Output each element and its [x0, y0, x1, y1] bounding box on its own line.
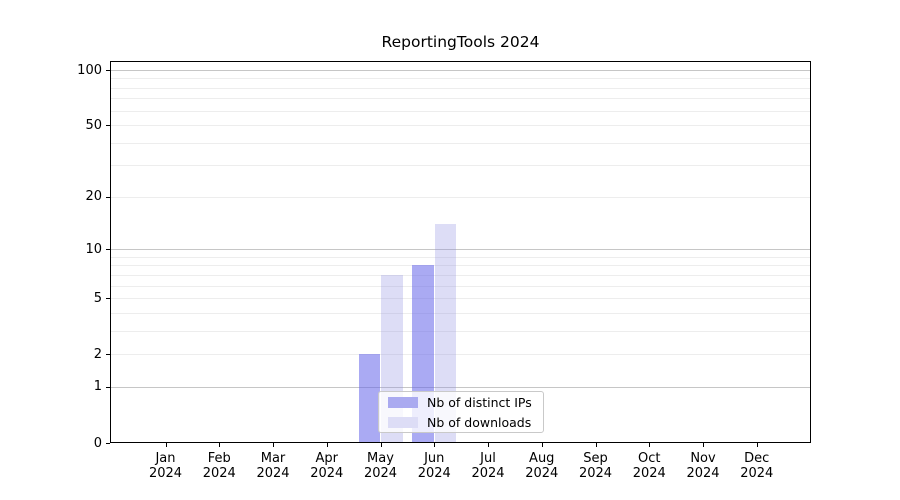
x-tick-month: Nov	[690, 451, 716, 466]
x-tick-label: Jun 2024	[407, 451, 461, 481]
y-axis-tick	[106, 386, 110, 388]
gridline-major	[111, 249, 810, 251]
legend-label-downloads: Nb of downloads	[427, 414, 532, 430]
x-tick-label: Feb 2024	[192, 451, 246, 481]
x-tick-year: 2024	[632, 466, 666, 481]
gridline-minor	[111, 110, 810, 112]
y-tick-label: 2	[93, 346, 102, 362]
y-axis-tick	[106, 443, 110, 444]
x-tick-year: 2024	[740, 466, 774, 481]
x-tick-month: Apr	[315, 451, 339, 466]
y-axis-tick	[106, 70, 110, 71]
chart-legend: Nb of distinct IPs Nb of downloads	[378, 391, 544, 433]
gridline-minor	[111, 298, 810, 300]
y-axis-tick	[106, 249, 110, 251]
x-tick-month: May	[367, 451, 394, 466]
x-tick-year: 2024	[578, 466, 613, 481]
x-tick-label: Nov 2024	[676, 451, 730, 481]
x-tick-year: 2024	[471, 466, 505, 481]
x-axis-tick	[273, 443, 274, 447]
x-tick-month: Jul	[480, 451, 496, 466]
gridline-minor	[111, 256, 810, 258]
legend-entry-downloads: Nb of downloads	[388, 416, 534, 429]
plot-area	[110, 61, 811, 443]
x-tick-year: 2024	[686, 466, 720, 481]
gridline-minor	[111, 312, 810, 314]
x-tick-year: 2024	[148, 466, 183, 481]
x-tick-year: 2024	[310, 466, 344, 481]
x-tick-month: Dec	[744, 451, 770, 466]
x-tick-year: 2024	[417, 466, 451, 481]
x-tick-month: Mar	[260, 451, 286, 466]
y-axis-tick	[106, 298, 110, 300]
x-tick-month: Jun	[424, 451, 445, 466]
x-axis-tick	[541, 443, 543, 447]
y-tick-label: 1	[93, 379, 102, 395]
x-axis-tick	[703, 443, 704, 447]
x-tick-label: Jul 2024	[461, 451, 515, 481]
x-axis-tick	[380, 443, 382, 447]
gridline-minor	[111, 125, 810, 127]
x-axis-tick	[434, 443, 436, 447]
x-axis-tick	[488, 443, 489, 447]
x-tick-label: Mar 2024	[246, 451, 300, 481]
gridline-minor	[111, 98, 810, 100]
gridline-minor	[111, 354, 810, 356]
x-axis-tick	[326, 443, 328, 447]
x-tick-label: Oct 2024	[622, 451, 676, 481]
x-tick-month: Sep	[583, 451, 608, 466]
y-tick-label: 20	[85, 189, 102, 205]
x-axis-tick	[756, 443, 758, 447]
y-tick-label: 100	[77, 62, 102, 78]
gridline-minor	[111, 142, 810, 144]
gridline-minor	[111, 78, 810, 80]
y-tick-label: 10	[85, 241, 102, 257]
x-tick-year: 2024	[363, 466, 398, 481]
x-tick-year: 2024	[525, 466, 559, 481]
x-tick-month: Aug	[529, 451, 555, 466]
y-tick-label: 5	[93, 290, 102, 306]
x-tick-label: May 2024	[354, 451, 408, 481]
x-tick-month: Feb	[207, 451, 231, 466]
x-axis-tick	[595, 443, 597, 447]
legend-label-distinct-ips: Nb of distinct IPs	[427, 394, 532, 410]
gridline-minor	[111, 87, 810, 89]
legend-swatch-distinct-ips	[388, 396, 418, 408]
gridline-major	[111, 386, 810, 388]
x-tick-year: 2024	[256, 466, 290, 481]
y-axis-tick	[106, 125, 110, 127]
y-axis-tick	[106, 196, 110, 198]
x-axis-tick	[165, 443, 167, 447]
gridline-minor	[111, 330, 810, 332]
y-tick-label: 50	[85, 117, 102, 133]
x-tick-month: Oct	[638, 451, 661, 466]
legend-swatch-downloads	[388, 416, 418, 428]
bar-nb-of-downloads-jun	[434, 224, 457, 442]
y-axis-tick	[106, 354, 110, 356]
x-tick-year: 2024	[202, 466, 236, 481]
bar-nb-of-distinct-ips-may	[358, 354, 380, 442]
x-tick-month: Jan	[155, 451, 176, 466]
gridline-minor	[111, 274, 810, 276]
x-tick-label: Aug 2024	[515, 451, 569, 481]
legend-entry-distinct-ips: Nb of distinct IPs	[388, 396, 534, 409]
x-tick-label: Jan 2024	[139, 451, 193, 481]
chart-title: ReportingTools 2024	[381, 33, 540, 51]
x-axis-tick	[219, 443, 221, 447]
y-tick-label: 0	[93, 435, 102, 451]
x-axis-tick	[649, 443, 651, 447]
gridline-major	[111, 70, 810, 71]
x-tick-label: Dec 2024	[730, 451, 784, 481]
gridline-minor	[111, 265, 810, 267]
x-tick-label: Sep 2024	[569, 451, 623, 481]
gridline-minor	[111, 285, 810, 287]
gridline-minor	[111, 196, 810, 198]
x-tick-label: Apr 2024	[300, 451, 354, 481]
gridline-minor	[111, 165, 810, 167]
